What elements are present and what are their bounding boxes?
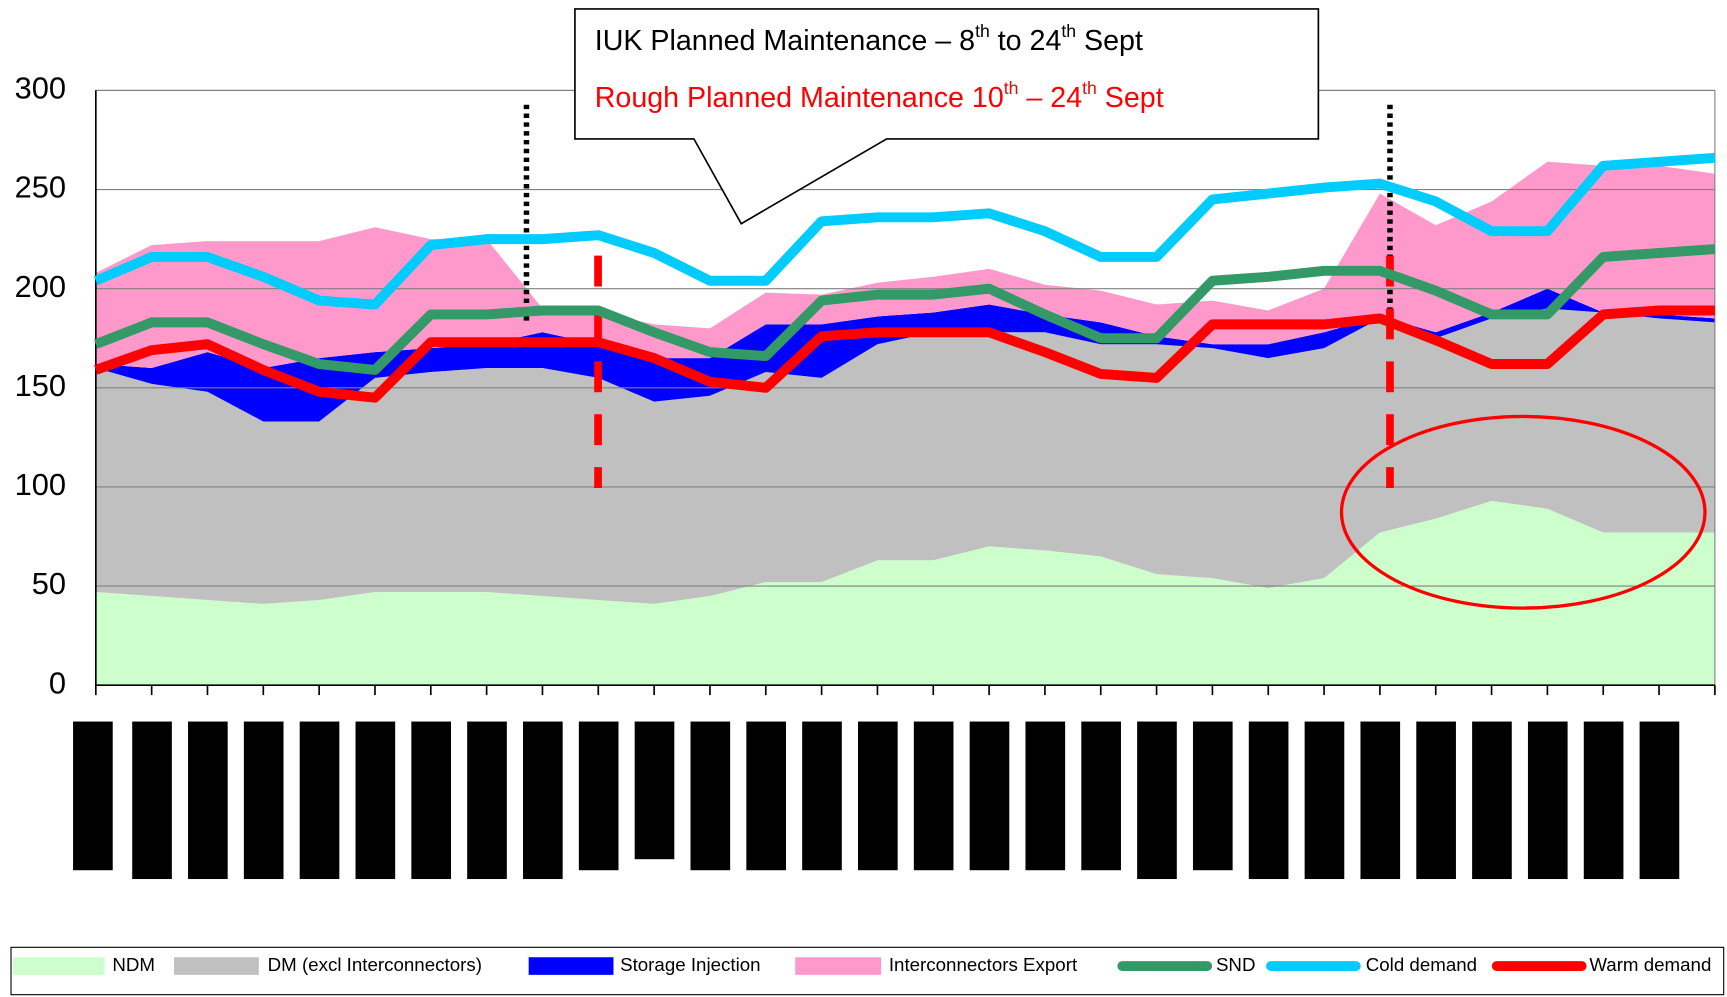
redacted-label [857, 721, 898, 871]
legend-label: Interconnectors Export [889, 954, 1078, 975]
annotation: IUK Planned Maintenance – 8th to 24th Se… [595, 21, 1143, 57]
legend-label: Cold demand [1366, 954, 1477, 975]
legend-swatch [528, 957, 614, 975]
y-tick-label: 50 [32, 566, 66, 601]
annotation-part: to 24 [990, 25, 1062, 57]
redacted-label [467, 721, 507, 880]
legend-label: Storage Injection [620, 954, 760, 975]
redacted-label [411, 721, 452, 880]
redacted-label [913, 721, 954, 871]
redacted-label [746, 721, 786, 871]
redacted-label [1025, 721, 1066, 871]
legend-swatch [13, 957, 105, 975]
redacted-label [355, 721, 396, 880]
redacted-label [802, 721, 842, 871]
legend-label: SND [1216, 954, 1256, 975]
redacted-label [690, 721, 731, 871]
redacted-label [299, 721, 340, 880]
redacted-label [73, 721, 113, 871]
legend-label: NDM [112, 954, 155, 975]
annotation-part: th [975, 21, 990, 41]
redacted-label [1639, 721, 1680, 880]
redacted-label [1192, 721, 1233, 871]
redacted-label [969, 721, 1010, 871]
y-tick-label: 250 [15, 170, 66, 205]
line [93, 152, 1716, 310]
annotation-part: Sept [1097, 82, 1164, 114]
line [94, 244, 1716, 375]
redacted-label [1360, 721, 1401, 880]
legend-label: DM (excl Interconnectors) [268, 954, 482, 975]
y-tick-label: 300 [15, 71, 66, 106]
redacted-label [578, 721, 619, 871]
area [95, 500, 1715, 686]
annotation-part: th [1082, 78, 1097, 98]
annotation-part: th [1061, 21, 1076, 41]
annotation-part: Rough Planned Maintenance 10 [595, 82, 1004, 114]
redacted-label [1081, 721, 1121, 871]
redacted-label [132, 721, 172, 880]
redacted-label [243, 721, 284, 880]
y-tick-label: 100 [15, 467, 66, 502]
legend-label: Warm demand [1589, 954, 1711, 975]
redacted-label [634, 721, 675, 860]
y-tick-label: 0 [49, 665, 66, 700]
redacted-label [1416, 721, 1456, 880]
redacted-label [1583, 721, 1624, 880]
legend-swatch [174, 957, 259, 975]
line [94, 305, 1715, 403]
redacted-label [1472, 721, 1512, 880]
redacted-label [523, 721, 563, 880]
redacted-label [1137, 721, 1177, 880]
annotation-part: – 24 [1018, 82, 1082, 114]
redacted-label [1527, 721, 1568, 880]
annotation-part: Sept [1076, 25, 1143, 57]
redacted-label [1304, 721, 1345, 880]
y-tick-label: 150 [15, 368, 66, 403]
highlight-ellipse [1339, 414, 1707, 610]
annotation-part: th [1004, 78, 1019, 98]
annotation: Rough Planned Maintenance 10th – 24th Se… [595, 78, 1164, 114]
annotation-part: IUK Planned Maintenance – 8 [595, 25, 975, 57]
area [95, 308, 1715, 604]
redacted-label [1248, 721, 1289, 880]
y-tick-label: 200 [15, 269, 66, 304]
legend-swatch [795, 957, 882, 975]
callout-box [574, 8, 1320, 225]
redacted-label [188, 721, 228, 880]
